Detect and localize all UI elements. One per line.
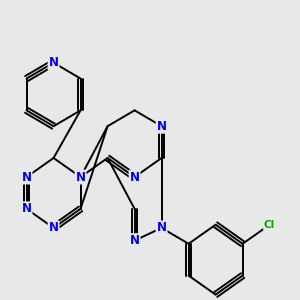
Text: N: N — [130, 171, 140, 184]
Text: N: N — [130, 234, 140, 247]
Text: N: N — [76, 171, 85, 184]
Text: Cl: Cl — [264, 220, 275, 230]
Text: N: N — [22, 171, 32, 184]
Text: N: N — [22, 202, 32, 215]
Text: N: N — [157, 120, 166, 133]
Text: N: N — [157, 221, 166, 234]
Text: N: N — [49, 56, 58, 69]
Text: N: N — [49, 221, 58, 234]
